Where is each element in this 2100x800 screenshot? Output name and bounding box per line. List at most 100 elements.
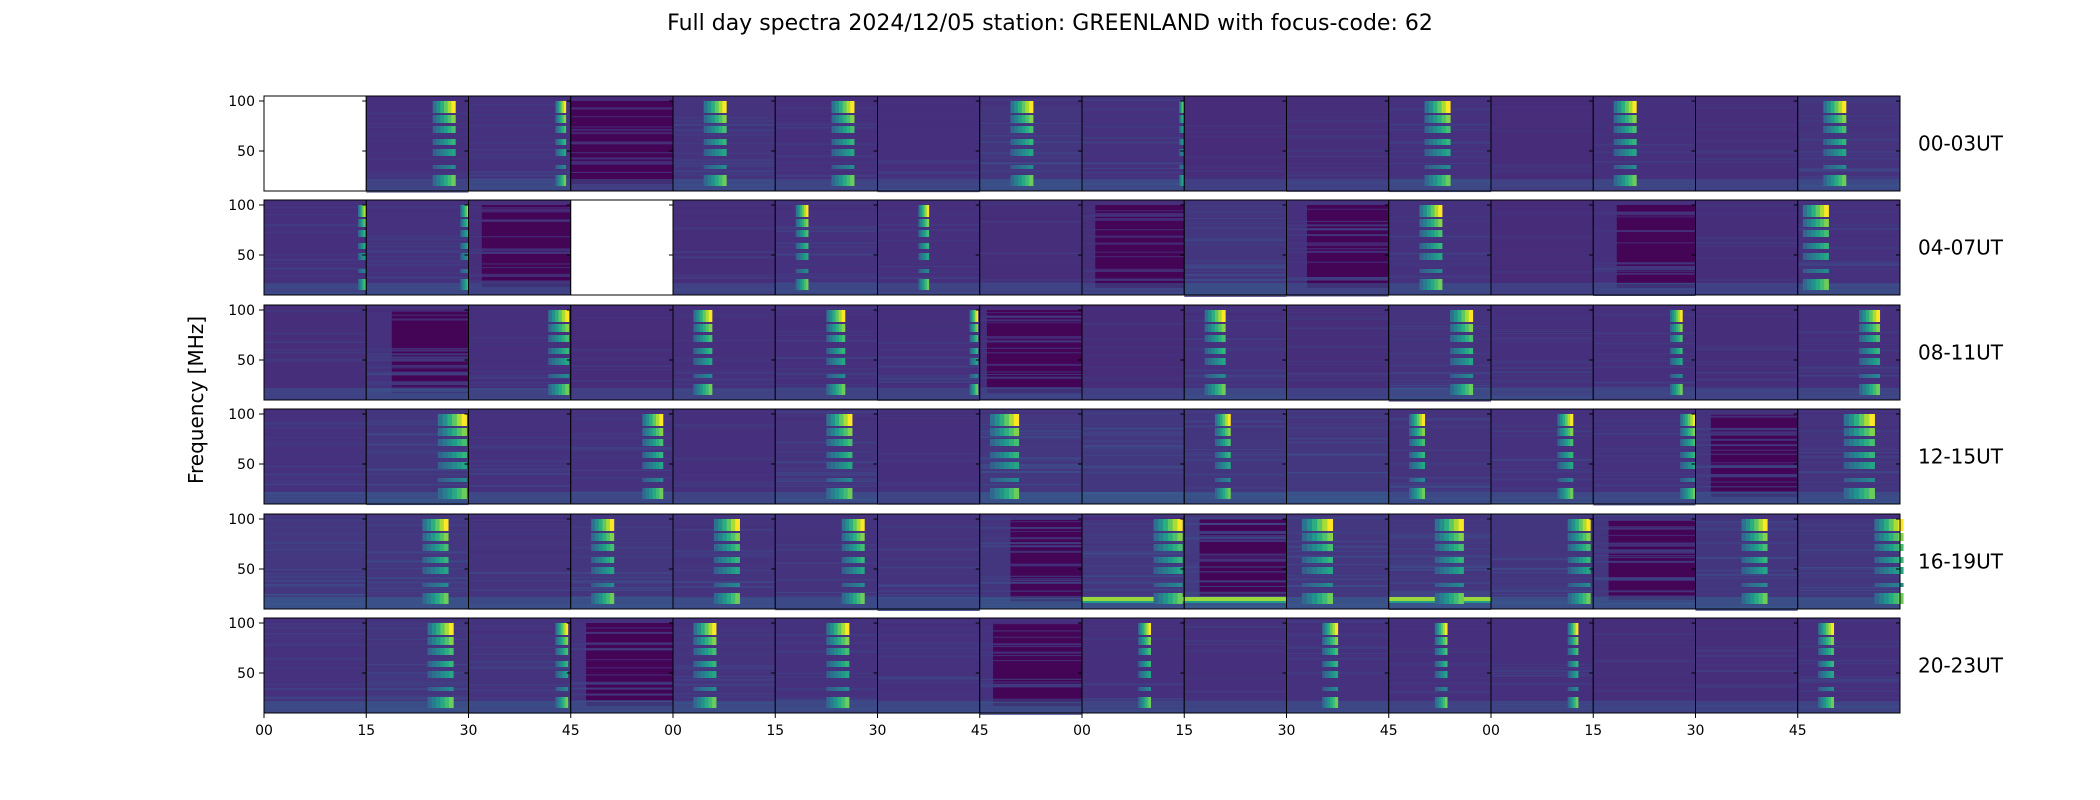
noise-line bbox=[1491, 464, 1594, 467]
burst-band bbox=[860, 533, 865, 541]
noise-line bbox=[264, 698, 367, 700]
burst-band bbox=[1465, 335, 1470, 342]
burst-band bbox=[363, 279, 366, 290]
noise-line bbox=[264, 441, 367, 444]
burst-band bbox=[1807, 205, 1812, 217]
burst-band bbox=[1879, 544, 1885, 551]
noise-line bbox=[673, 484, 776, 487]
noise-line bbox=[1082, 517, 1185, 519]
burst-band bbox=[555, 139, 558, 145]
burst-band bbox=[565, 687, 569, 691]
burst-band bbox=[926, 279, 930, 290]
burst-band bbox=[360, 253, 363, 260]
burst-band bbox=[431, 593, 436, 604]
noise-line bbox=[366, 627, 469, 630]
noise-line bbox=[1184, 98, 1287, 100]
burst-band bbox=[461, 414, 467, 426]
noise-line bbox=[1082, 699, 1185, 702]
noise-line bbox=[1082, 322, 1185, 325]
burst-band bbox=[797, 279, 801, 290]
burst-band bbox=[1414, 439, 1418, 446]
noise-floor bbox=[1184, 388, 1287, 400]
spectrum-panel bbox=[468, 513, 572, 610]
burst-band bbox=[1465, 310, 1470, 322]
burst-band bbox=[439, 544, 445, 551]
noise-line bbox=[1184, 427, 1287, 429]
burst-band bbox=[561, 661, 565, 667]
burst-band bbox=[989, 452, 996, 458]
burst-band bbox=[1578, 557, 1584, 563]
noise-line bbox=[1286, 129, 1389, 131]
burst-band bbox=[826, 452, 832, 458]
y-tick-label: 50 bbox=[237, 666, 255, 682]
burst-band bbox=[1879, 593, 1885, 604]
burst-band bbox=[838, 149, 844, 156]
noise-line bbox=[1184, 348, 1287, 350]
burst-band bbox=[427, 671, 433, 678]
noise-line bbox=[979, 239, 1082, 241]
noise-line bbox=[673, 664, 776, 667]
burst-band bbox=[1211, 374, 1216, 378]
burst-band bbox=[718, 557, 723, 563]
burst-band bbox=[1004, 478, 1010, 482]
burst-band bbox=[1824, 205, 1829, 217]
noise-line bbox=[366, 563, 469, 565]
burst-band bbox=[846, 115, 851, 123]
burst-band bbox=[1565, 462, 1569, 469]
burst-band bbox=[460, 230, 463, 237]
noise-line bbox=[673, 458, 776, 460]
burst-band bbox=[1680, 488, 1684, 499]
noise-line bbox=[775, 169, 878, 171]
noise-line bbox=[1082, 171, 1185, 173]
spectrum-panel bbox=[1490, 95, 1594, 192]
burst-band bbox=[598, 593, 603, 604]
noise-line bbox=[979, 542, 1082, 545]
burst-band bbox=[1322, 593, 1328, 604]
burst-band bbox=[726, 557, 732, 563]
noise-line bbox=[1593, 471, 1696, 473]
burst-band bbox=[1874, 567, 1880, 574]
burst-band bbox=[1322, 567, 1328, 574]
burst-band bbox=[1825, 648, 1829, 655]
burst-band bbox=[722, 519, 728, 531]
burst-band bbox=[852, 519, 858, 531]
noise-line bbox=[1695, 124, 1798, 126]
burst-band bbox=[452, 452, 458, 458]
noise-line bbox=[264, 644, 367, 647]
burst-band bbox=[1009, 428, 1015, 436]
noise-line bbox=[468, 248, 571, 250]
noise-line bbox=[1593, 590, 1696, 593]
burst-band bbox=[722, 149, 727, 156]
burst-band bbox=[1807, 269, 1812, 273]
burst-band bbox=[838, 310, 843, 322]
burst-band bbox=[1423, 253, 1428, 260]
burst-band bbox=[1204, 348, 1209, 354]
burst-band bbox=[463, 253, 466, 260]
burst-band bbox=[918, 253, 921, 260]
noise-line bbox=[1491, 435, 1594, 437]
burst-band bbox=[726, 593, 732, 604]
noise-line bbox=[979, 423, 1082, 425]
noise-line bbox=[1388, 238, 1491, 241]
burst-band bbox=[649, 428, 654, 436]
burst-band bbox=[1741, 544, 1747, 551]
burst-band bbox=[1227, 428, 1231, 436]
burst-band bbox=[1570, 452, 1574, 458]
noise-line bbox=[1286, 441, 1389, 443]
burst-band bbox=[439, 583, 445, 587]
burst-band bbox=[359, 279, 362, 290]
noise-line bbox=[1593, 689, 1696, 692]
burst-band bbox=[1424, 139, 1430, 145]
burst-band bbox=[606, 593, 611, 604]
noise-floor bbox=[673, 388, 776, 400]
burst-band bbox=[1434, 567, 1441, 574]
burst-band bbox=[826, 439, 832, 446]
burst-band bbox=[555, 348, 559, 354]
burst-band bbox=[1306, 519, 1313, 531]
noise-line bbox=[877, 651, 980, 653]
burst-band bbox=[1678, 384, 1681, 395]
noise-floor bbox=[1082, 388, 1185, 400]
burst-band bbox=[705, 358, 710, 365]
burst-band bbox=[1322, 697, 1326, 708]
